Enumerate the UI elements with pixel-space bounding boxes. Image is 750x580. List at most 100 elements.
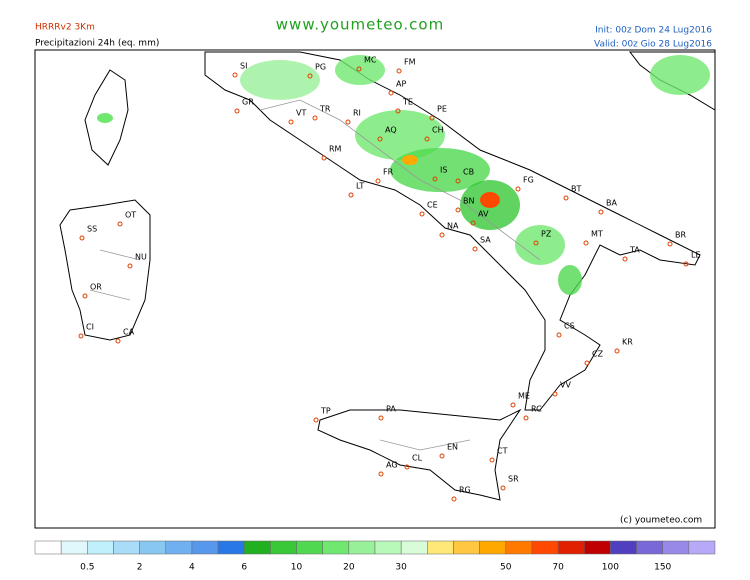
city-marker [396,68,402,74]
city-label: GR [242,98,254,107]
legend-swatch [217,540,245,555]
city-marker [470,220,476,226]
city-label: NA [447,222,459,231]
city-marker [533,240,539,246]
model-label: HRRRv2 3Km [35,23,95,33]
city-marker [500,485,506,491]
city-marker [429,115,435,121]
city-marker [356,66,362,72]
legend-swatch [688,540,716,555]
city-marker [489,457,495,463]
legend-swatch [427,540,454,555]
city-marker [683,261,689,267]
city-marker [313,417,319,423]
city-label: TR [319,105,331,114]
city-marker [563,195,569,201]
city-label: FM [404,58,416,67]
city-marker [82,293,88,299]
city-label: TA [629,246,640,255]
city-label: CI [86,323,94,332]
city-label: BA [606,199,617,208]
legend-label: 10 [291,563,303,573]
city-label: PZ [541,230,552,239]
city-label: AV [478,210,489,219]
city-label: FR [383,168,394,177]
city-marker [404,464,410,470]
rain-areas [97,55,710,295]
city-label: PA [386,405,396,414]
city-marker [288,119,294,125]
city-label: TE [402,98,413,107]
city-marker [622,256,628,262]
city-label: BT [571,185,581,194]
city-label: NU [135,253,147,262]
city-marker [378,471,384,477]
city-label: BR [675,231,686,240]
land [59,51,716,501]
region-borders [89,99,541,451]
city-marker [348,192,354,198]
legend-label: 0.5 [80,563,94,573]
city-label: LT [356,182,364,191]
city-label: VV [560,381,571,390]
city-label: LE [691,251,701,260]
city-marker [375,178,381,184]
legend-swatch [583,540,611,555]
city-label: CA [123,328,135,337]
city-label: PG [315,63,326,72]
city-marker [552,391,558,397]
legend-swatch [662,540,690,555]
legend-swatch [453,540,480,555]
legend-swatch [505,540,533,555]
legend-swatch [531,540,559,555]
legend-swatch [348,540,376,555]
city-label: MC [364,56,377,65]
legend-label: 30 [395,563,407,573]
city-label: PE [437,105,447,114]
legend-swatch [87,540,114,555]
legend-swatch [34,540,62,555]
field-label: Precipitazioni 24h (eq. mm) [35,39,159,49]
legend-label: 4 [189,563,195,573]
legend-swatch [296,540,323,555]
city-label: BN [463,197,474,206]
city-label: EN [447,443,458,452]
city-marker [523,415,529,421]
legend-swatch [165,540,193,555]
city-label: AQ [385,126,397,135]
city-label: RI [353,109,361,118]
city-label: KR [622,338,633,347]
copyright: (c) youmeteo.com [620,516,702,526]
city-label: SA [480,236,491,245]
legend-swatch [636,540,663,555]
legend-label: 100 [602,563,619,573]
legend-label: 50 [500,563,512,573]
city-marker [424,136,430,142]
city-marker [455,178,461,184]
city-label: CL [412,454,423,463]
legend-swatch [191,540,219,555]
city-label: AP [396,80,406,89]
city-marker [510,402,516,408]
city-label: MT [591,230,603,239]
city-marker [115,338,121,344]
city-label: AG [386,461,398,470]
city-marker [455,207,461,213]
city-marker [378,415,384,421]
legend-swatch [400,540,428,555]
legend-swatch [270,540,297,555]
city-marker [388,90,394,96]
legend-swatch [139,540,167,555]
city-marker [515,186,521,192]
city-label: CH [432,126,444,135]
city-label: CT [497,447,508,456]
city-marker [312,115,318,121]
legend-swatch [479,540,507,555]
legend-swatch [374,540,402,555]
legend-label: 6 [241,563,247,573]
city-marker [583,240,589,246]
city-marker [556,332,562,338]
city-label: ME [518,392,530,401]
city-marker [598,209,604,215]
